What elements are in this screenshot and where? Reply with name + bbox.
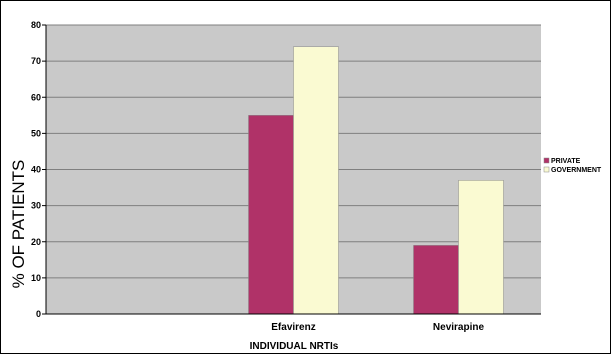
x-category-labels: Efavirenz Nevirapine [271, 322, 484, 333]
y-tick-label: 20 [31, 237, 41, 247]
x-category-label: Nevirapine [433, 322, 485, 333]
y-tick-label: 70 [31, 56, 41, 66]
y-tick-label: 80 [31, 20, 41, 30]
legend-label-private: PRIVATE [551, 158, 581, 165]
y-tick-labels: 0 10 20 30 40 50 60 70 80 [31, 20, 41, 319]
y-tick-label: 60 [31, 92, 41, 102]
x-axis-label: INDIVIDUAL NRTIs [250, 341, 339, 352]
y-tick-label: 50 [31, 128, 41, 138]
axes [45, 25, 541, 315]
legend-swatch-private [543, 157, 550, 164]
legend-label-government: GOVERNMENT [551, 167, 602, 174]
y-tick-label: 0 [36, 309, 41, 319]
y-axis-label: % OF PATIENTS [9, 160, 28, 289]
bar-government-efavirenz [293, 46, 339, 315]
bar-private-efavirenz [248, 115, 294, 315]
bar-government-nevirapine [458, 180, 504, 315]
y-tick-label: 10 [31, 273, 41, 283]
legend: PRIVATE GOVERNMENT [543, 157, 602, 174]
legend-swatch-government [543, 166, 550, 173]
x-category-label: Efavirenz [271, 322, 315, 333]
y-tick-label: 30 [31, 201, 41, 211]
y-tick-label: 40 [31, 165, 41, 175]
bars [248, 46, 504, 315]
bar-private-nevirapine [413, 245, 459, 315]
